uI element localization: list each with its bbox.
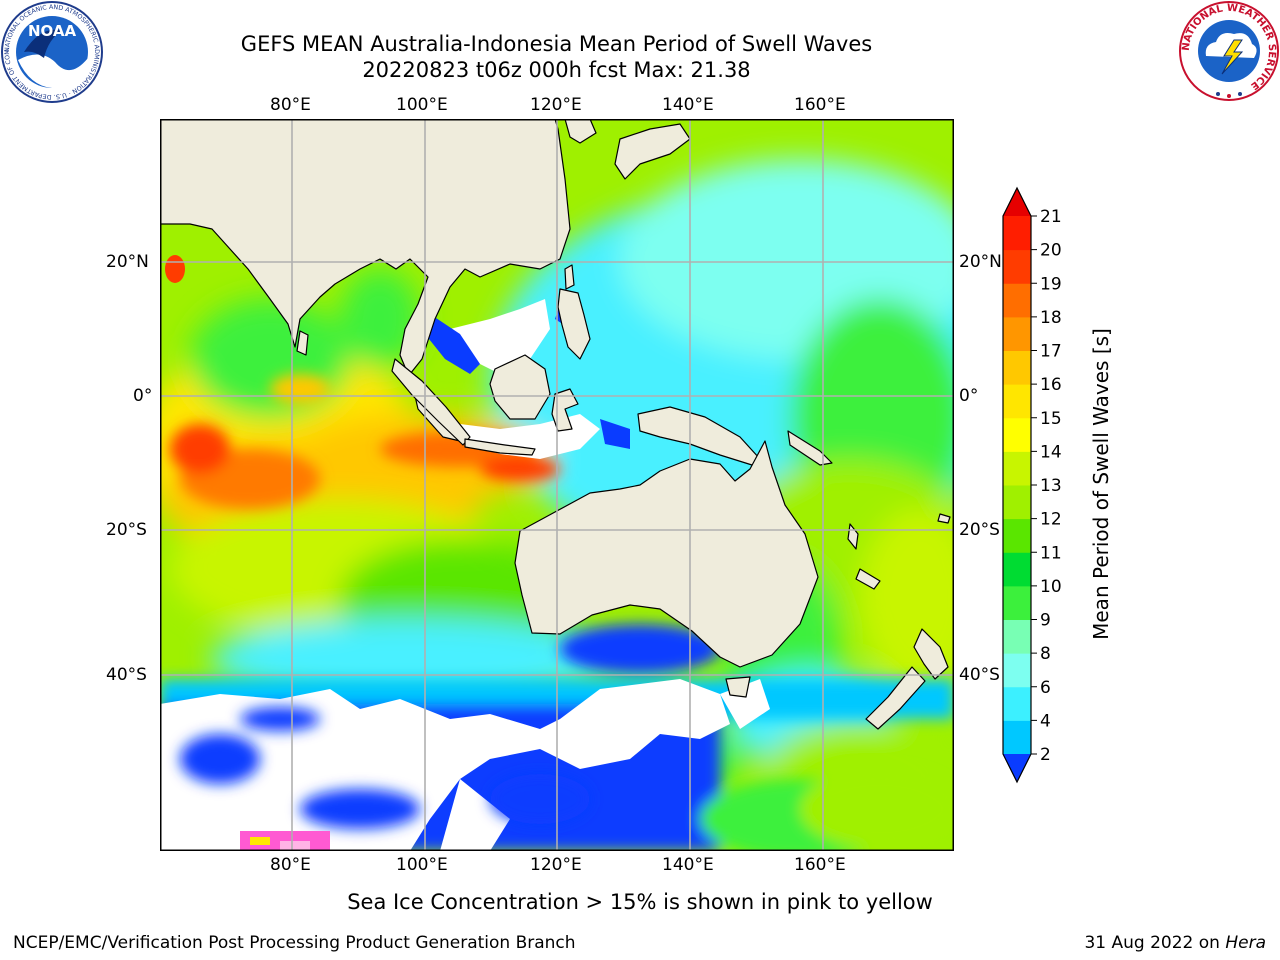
colorbar-tick-label: 14 [1040, 442, 1062, 462]
colorbar-bin [1003, 485, 1031, 520]
colorbar-bin [1003, 249, 1031, 284]
nws-logo-icon: NATIONAL WEATHER SERVICE [1179, 1, 1279, 101]
map-frame [160, 119, 954, 851]
colorbar-bin [1003, 653, 1031, 688]
colorbar-bin [1003, 316, 1031, 351]
new-caledonia [855, 568, 881, 590]
colorbar-tick-label: 16 [1040, 375, 1062, 395]
colorbar-label: Mean Period of Swell Waves [s] [1089, 328, 1113, 640]
lon-label-bottom: 140°E [662, 855, 714, 875]
colorbar-bin [1003, 283, 1031, 318]
lon-label-bottom: 100°E [396, 855, 448, 875]
japan [614, 123, 691, 180]
colorbar-tick-label: 12 [1040, 510, 1062, 530]
colorbar-bin [1003, 585, 1031, 620]
korea [564, 119, 597, 144]
footer-branch: NCEP/EMC/Verification Post Processing Pr… [13, 933, 576, 953]
graticule [160, 119, 954, 851]
colorbar: 2 4 6 8 9 10 11 12 13 14 15 16 17 18 19 20 21 [1002, 186, 1062, 784]
lon-label-top: 80°E [270, 95, 311, 115]
tasmania [725, 676, 751, 698]
colorbar-bin [1003, 552, 1031, 587]
lat-label-left: 20°S [106, 520, 147, 540]
colorbar-bin [1003, 619, 1031, 654]
colorbar-bin [1003, 350, 1031, 385]
colorbar-bin [1003, 417, 1031, 452]
lon-label-bottom: 120°E [530, 855, 582, 875]
colorbar-ticks: 2 4 6 8 9 10 11 12 13 14 15 16 17 18 19 20 21 [1031, 207, 1062, 765]
colorbar-tick-label: 20 [1040, 241, 1062, 261]
colorbar-bin [1003, 384, 1031, 419]
sumatra [391, 358, 471, 446]
lon-label-top: 160°E [794, 95, 846, 115]
colorbar-under-arrow [1003, 754, 1031, 782]
sea-ice-patch [240, 831, 330, 851]
lat-label-right: 20°S [959, 520, 1000, 540]
colorbar-bin [1003, 720, 1031, 755]
lon-label-bottom: 160°E [794, 855, 846, 875]
nz-south-island [865, 666, 926, 730]
colorbar-tick-label: 15 [1040, 409, 1062, 429]
colorbar-bin [1003, 216, 1031, 251]
colorbar-tick-label: 18 [1040, 308, 1062, 328]
lat-label-left: 40°S [106, 665, 147, 685]
footer-machine: Hera [1225, 933, 1266, 953]
java [464, 438, 536, 456]
colorbar-tick-label: 13 [1040, 476, 1062, 496]
swell-period-map [160, 119, 954, 851]
noaa-wordmark: NOAA [28, 22, 77, 40]
colorbar-tick-label: 9 [1040, 611, 1051, 631]
colorbar-bin [1003, 686, 1031, 721]
lat-label-right: 20°N [959, 252, 1002, 272]
land [160, 119, 951, 730]
colorbar-tick-label: 8 [1040, 644, 1051, 664]
map-subtitle: 20220823 t06z 000h fcst Max: 21.38 [362, 58, 751, 82]
nz-north-island [913, 628, 949, 680]
australia [514, 440, 819, 668]
colorbar-tick-label: 21 [1040, 207, 1062, 227]
colorbar-tick-label: 6 [1040, 678, 1051, 698]
lon-label-top: 120°E [530, 95, 582, 115]
lon-label-top: 140°E [662, 95, 714, 115]
swell-peak-arabian-sea [165, 255, 185, 283]
noaa-logo-icon: NATIONAL OCEANIC AND ATMOSPHERIC ADMINIS… [0, 0, 103, 103]
lon-label-top: 100°E [396, 95, 448, 115]
borneo [489, 354, 551, 420]
colorbar-bin [1003, 451, 1031, 486]
lon-label-bottom: 80°E [270, 855, 311, 875]
sulawesi [551, 388, 579, 432]
footer-date-text: 31 Aug 2022 on [1084, 933, 1220, 953]
lat-label-left: 20°N [106, 252, 149, 272]
solomon-islands [787, 430, 833, 466]
colorbar-over-arrow [1003, 188, 1031, 216]
taiwan [564, 264, 575, 290]
colorbar-tick-label: 19 [1040, 274, 1062, 294]
lat-label-right: 0° [959, 386, 979, 406]
lat-label-right: 40°S [959, 665, 1000, 685]
colorbar-tick-label: 2 [1040, 745, 1051, 765]
philippines [557, 288, 591, 360]
colorbar-tick-label: 11 [1040, 543, 1062, 563]
fiji [937, 513, 951, 524]
footer-date: 31 Aug 2022 on Hera [1084, 933, 1266, 953]
colorbar-segments [1002, 186, 1032, 784]
colorbar-tick-label: 10 [1040, 577, 1062, 597]
colorbar-bin [1003, 518, 1031, 553]
lat-label-left: 0° [133, 386, 153, 406]
colorbar-tick-label: 4 [1040, 711, 1051, 731]
ice-edge-swirls [180, 707, 590, 829]
map-title: GEFS MEAN Australia-Indonesia Mean Perio… [240, 32, 873, 56]
sri-lanka [296, 330, 309, 356]
colorbar-tick-label: 17 [1040, 342, 1062, 362]
sea-ice-note: Sea Ice Concentration > 15% is shown in … [347, 890, 933, 914]
